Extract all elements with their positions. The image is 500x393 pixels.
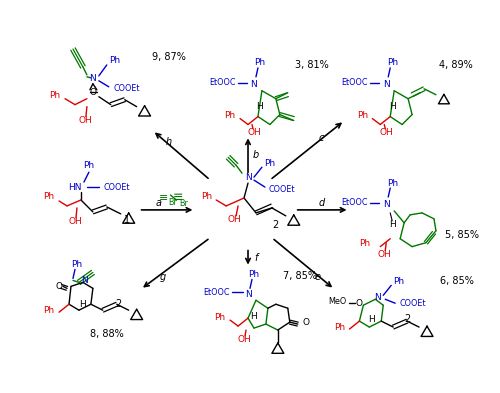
Text: COOEt: COOEt	[104, 183, 130, 191]
Text: g: g	[160, 272, 166, 283]
Text: 1: 1	[124, 215, 130, 225]
Text: Ph: Ph	[357, 111, 368, 120]
Text: H: H	[389, 220, 396, 229]
Text: 6, 85%: 6, 85%	[440, 276, 474, 286]
Text: Ph: Ph	[84, 161, 94, 170]
Text: Ph: Ph	[264, 159, 276, 168]
Text: ≡: ≡	[173, 191, 184, 204]
Text: Br: Br	[179, 199, 188, 208]
Text: 7, 85%: 7, 85%	[282, 272, 316, 281]
Text: Ph: Ph	[254, 59, 266, 68]
Text: Ph: Ph	[44, 193, 54, 202]
Text: Ph: Ph	[200, 191, 212, 200]
Text: H: H	[80, 300, 86, 309]
Text: Ph: Ph	[50, 91, 60, 100]
Text: O: O	[90, 88, 96, 97]
Text: e: e	[314, 272, 320, 283]
Text: Ph: Ph	[394, 277, 404, 286]
Text: Ph: Ph	[386, 59, 398, 68]
Text: 2: 2	[116, 299, 122, 309]
Text: 9, 87%: 9, 87%	[152, 52, 186, 62]
Text: 8, 88%: 8, 88%	[90, 329, 124, 339]
Text: EtOOC: EtOOC	[209, 78, 236, 87]
Text: N: N	[374, 293, 380, 302]
Text: Ph: Ph	[359, 239, 370, 248]
Text: d: d	[318, 198, 324, 208]
Text: h: h	[166, 138, 172, 147]
Text: ≡: ≡	[159, 193, 168, 203]
Text: f: f	[254, 253, 258, 263]
Text: MeO: MeO	[328, 297, 346, 306]
Text: Ph: Ph	[44, 306, 54, 315]
Text: H: H	[389, 102, 396, 111]
Text: N: N	[90, 74, 96, 83]
Text: 2: 2	[404, 314, 410, 324]
Text: Ph: Ph	[224, 111, 235, 120]
Text: Ph: Ph	[248, 270, 260, 279]
Text: Ph: Ph	[109, 57, 120, 66]
Text: Ph: Ph	[72, 260, 83, 269]
Text: H: H	[368, 315, 374, 323]
Text: b: b	[253, 150, 259, 160]
Text: EtOOC: EtOOC	[203, 288, 230, 297]
Text: H: H	[250, 312, 258, 321]
Text: EtOOC: EtOOC	[341, 198, 367, 208]
Text: N: N	[244, 173, 252, 182]
Text: OH: OH	[378, 250, 391, 259]
Text: N: N	[82, 276, 88, 285]
Text: N: N	[250, 80, 258, 89]
Text: Ph: Ph	[386, 178, 398, 187]
Text: 2: 2	[272, 220, 279, 230]
Text: COOEt: COOEt	[268, 185, 295, 194]
Text: HN: HN	[68, 183, 82, 191]
Text: 4, 89%: 4, 89%	[439, 60, 472, 70]
Text: 5, 85%: 5, 85%	[445, 230, 479, 240]
Text: Ph: Ph	[214, 313, 226, 321]
Text: N: N	[244, 290, 252, 299]
Text: a: a	[156, 198, 162, 208]
Text: 3, 81%: 3, 81%	[295, 60, 328, 70]
Text: OH: OH	[247, 128, 261, 137]
Text: c: c	[319, 133, 324, 143]
Text: COOEt: COOEt	[114, 84, 140, 93]
Text: H: H	[256, 102, 264, 111]
Text: OH: OH	[68, 217, 82, 226]
Text: OH: OH	[78, 116, 92, 125]
Text: Ph: Ph	[334, 323, 345, 332]
Text: O: O	[356, 299, 363, 308]
Text: N: N	[383, 200, 390, 209]
Text: N: N	[383, 80, 390, 89]
Text: Br: Br	[168, 198, 177, 208]
Text: OH: OH	[227, 215, 241, 224]
Text: EtOOC: EtOOC	[341, 78, 367, 87]
Text: O: O	[302, 318, 309, 327]
Text: OH: OH	[237, 336, 251, 345]
Text: COOEt: COOEt	[400, 299, 426, 308]
Text: O: O	[56, 282, 62, 291]
Text: OH: OH	[380, 128, 393, 137]
